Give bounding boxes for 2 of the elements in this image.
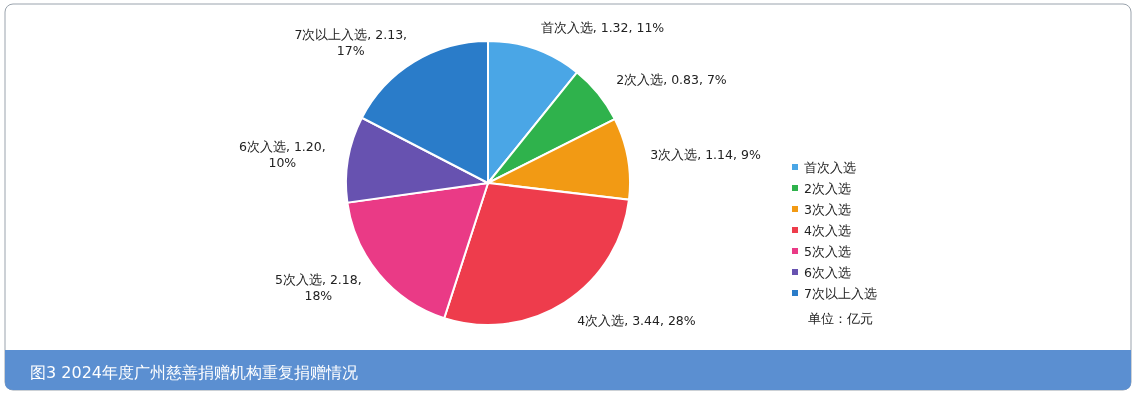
title: 图3 2024年度广州慈善捐赠机构重复捐赠情况 [30,363,358,382]
annotation: 单位：亿元 [808,311,873,326]
